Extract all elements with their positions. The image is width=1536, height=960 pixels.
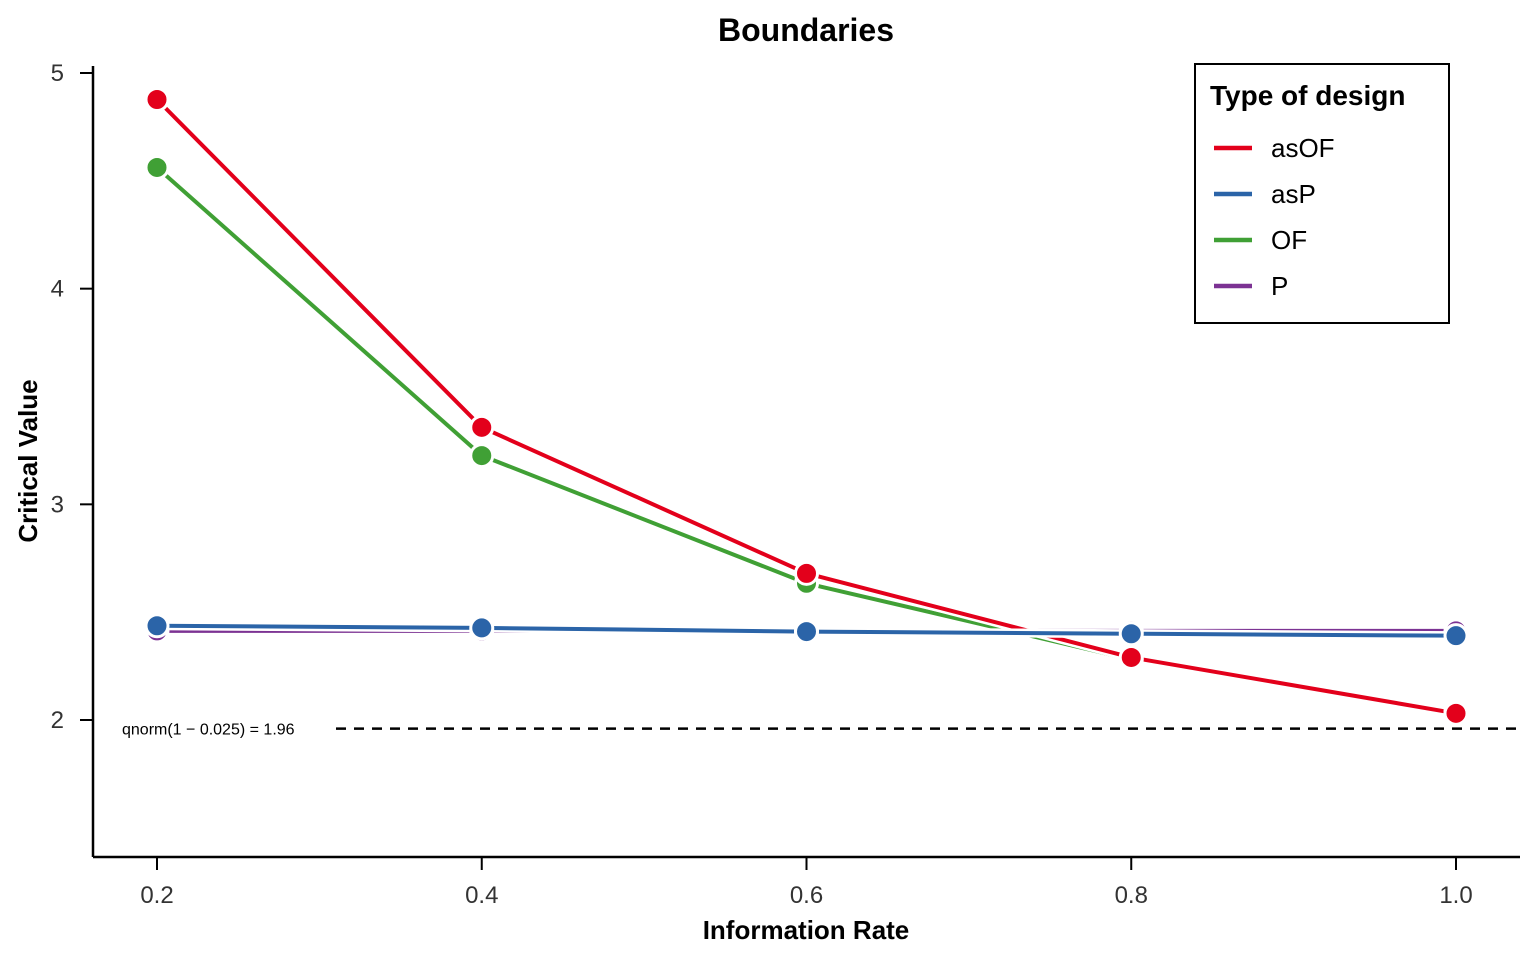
legend: Type of design asOF asP OF P xyxy=(1194,63,1450,324)
y-tick-label-3: 3 xyxy=(51,491,64,518)
x-ticks: 0.2 0.4 0.6 0.8 1.0 xyxy=(140,857,1473,909)
x-tick-label-1-0: 1.0 xyxy=(1439,882,1472,909)
legend-label-asof: asOF xyxy=(1271,133,1335,163)
x-tick-label-0-4: 0.4 xyxy=(465,882,498,909)
data-point-of-1 xyxy=(144,154,170,180)
y-tick-label-4: 4 xyxy=(51,276,64,303)
legend-title: Type of design xyxy=(1210,80,1406,111)
data-point-asof-3 xyxy=(794,560,819,586)
y-axis-title: Critical Value xyxy=(13,379,43,542)
x-tick-label-0-6: 0.6 xyxy=(790,882,823,909)
legend-label-asp: asP xyxy=(1271,179,1316,209)
data-point-asp-5 xyxy=(1443,623,1469,649)
legend-label-p: P xyxy=(1271,271,1288,301)
data-point-asp-3 xyxy=(794,619,819,645)
x-axis-title: Information Rate xyxy=(703,915,910,945)
y-ticks: 2 3 4 5 xyxy=(51,60,93,734)
reference-line-label: qnorm(1 − 0.025) = 1.96 xyxy=(122,722,295,739)
data-point-asof-1 xyxy=(144,87,170,113)
reference-line-group: qnorm(1 − 0.025) = 1.96 xyxy=(122,722,1520,739)
x-tick-label-0-8: 0.8 xyxy=(1115,882,1148,909)
series-points xyxy=(144,87,1469,726)
y-tick-label-2: 2 xyxy=(51,707,64,734)
data-point-asof-2 xyxy=(469,414,495,440)
legend-label-of: OF xyxy=(1271,225,1307,255)
data-point-asp-2 xyxy=(469,615,495,641)
data-point-asof-4 xyxy=(1118,644,1144,670)
chart-title: Boundaries xyxy=(718,12,894,48)
data-point-asp-4 xyxy=(1118,621,1144,647)
x-tick-label-0-2: 0.2 xyxy=(140,882,173,909)
data-point-asp-1 xyxy=(144,613,170,639)
data-point-asof-5 xyxy=(1443,700,1469,726)
y-tick-label-5: 5 xyxy=(51,60,64,87)
data-point-of-2 xyxy=(469,443,495,469)
legend-items: asOF asP OF P xyxy=(1214,133,1335,301)
